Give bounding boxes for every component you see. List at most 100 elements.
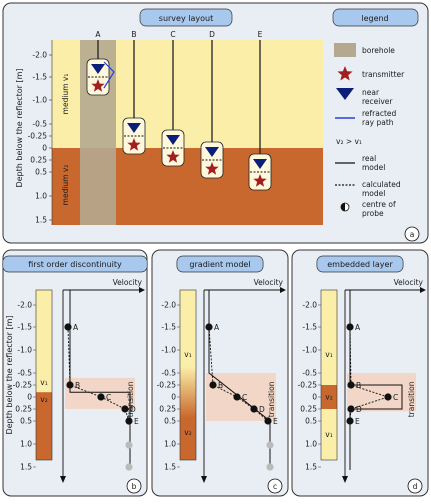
probe-point — [346, 417, 354, 425]
y-tick-label: 1.5 — [305, 463, 317, 472]
y-tick-label: 1.0 — [305, 440, 317, 449]
y-tick-label: -2.0 — [17, 301, 32, 310]
medium-2-label: medium v₂ — [61, 165, 70, 206]
probe-point — [121, 405, 129, 413]
borehole-e: E — [248, 30, 272, 191]
y-tick-label-a: -2.0 — [32, 51, 47, 60]
v1-label: v₁ — [325, 350, 332, 359]
y-tick-label: -0.5 — [161, 369, 176, 378]
transmitter-icon — [253, 174, 267, 187]
calculated-model-line — [349, 326, 390, 422]
point-label: D — [130, 405, 136, 414]
panel-letter-a: a — [410, 230, 415, 239]
probe — [161, 129, 185, 167]
y-tick-label: 1.0 — [164, 440, 176, 449]
medium-1-label: medium v₁ — [61, 74, 70, 115]
panel-letter-circle — [267, 478, 283, 494]
y-tick-label: -0.25 — [13, 381, 33, 390]
v2-label: v₂ — [184, 428, 191, 437]
panel-title-box — [2, 255, 148, 273]
y-tick-label: 0.25 — [15, 405, 32, 414]
receiver-icon — [127, 123, 141, 133]
panel-letter-circle — [126, 478, 142, 494]
point-label: A — [355, 323, 361, 332]
y-tick-label: -0.5 — [302, 369, 317, 378]
panel-letter: d — [413, 482, 418, 491]
y-tick-label-a: 1.0 — [35, 192, 47, 201]
real-model-line — [69, 290, 131, 470]
probe-point — [346, 323, 354, 331]
panel-letter-a-circle — [404, 226, 420, 242]
receiver-icon — [253, 159, 267, 169]
y-tick-label: 0.25 — [159, 405, 176, 414]
y-tick-label-a: 1.5 — [35, 216, 47, 225]
y-tick-label-a: 0 — [42, 144, 47, 153]
transition-zone — [65, 377, 135, 409]
y-tick-label-a: -0.5 — [32, 120, 47, 129]
inactive-point — [266, 463, 274, 471]
panel-letter: b — [132, 482, 137, 491]
probe-point — [233, 393, 241, 401]
legend: borehole transmitter near receiver refrac… — [334, 43, 405, 218]
probe-point — [347, 381, 355, 389]
y-tick-label: -0.25 — [157, 381, 177, 390]
panel-title-box — [176, 255, 264, 273]
probe-point — [264, 417, 272, 425]
borehole-label: B — [131, 30, 136, 39]
probe — [200, 141, 224, 179]
probe-point — [205, 323, 213, 331]
transmitter-icon — [166, 150, 180, 163]
y-tick-label: -1.5 — [17, 323, 32, 332]
probe-point — [209, 381, 217, 389]
y-axis-label-a: Depth below the reflector [m] — [15, 68, 24, 187]
point-label: D — [356, 405, 362, 414]
panel-title: first order discontinuity — [28, 260, 122, 269]
panel-c: gradient model v₁ v₂ -2.0 -1.5 -1.0 -0.5 -0.25 0… — [151, 249, 289, 497]
y-tick-label: 0 — [171, 393, 176, 402]
panel-letter: c — [273, 482, 277, 491]
probe-point — [66, 381, 74, 389]
y-tick-label: -2.0 — [161, 301, 176, 310]
legend-ray: refracted ray path — [362, 109, 397, 127]
point-label: E — [273, 417, 278, 426]
probe — [248, 153, 272, 191]
v3-label: v₁ — [325, 430, 332, 439]
receiver-icon — [336, 88, 354, 100]
y-tick-label: -1.0 — [17, 346, 32, 355]
y-tick-label: 0 — [27, 393, 32, 402]
transition-label: transition — [267, 381, 276, 417]
panel-title: gradient model — [189, 260, 250, 269]
point-label: B — [356, 381, 361, 390]
y-tick-label: -1.0 — [161, 346, 176, 355]
borehole-b: B — [122, 30, 146, 155]
inactive-point — [125, 441, 133, 449]
boreholes: A B C D E — [86, 30, 272, 191]
y-tick-label-a: 0.25 — [30, 156, 47, 165]
legend-relation: v₂ > v₁ — [336, 137, 362, 146]
y-ticks-a: -2.0 -1.5 -1.0 -0.5 -0.25 0 0.25 0.5 1.0 1.5 — [28, 40, 53, 225]
legend-title: legend — [361, 14, 388, 23]
point-label: B — [218, 381, 223, 390]
panel-title-box — [316, 255, 404, 273]
legend-centre: centre of probe — [362, 200, 396, 218]
probe-point — [125, 417, 133, 425]
y-tick-label: -2.0 — [302, 301, 317, 310]
transition-zone — [206, 373, 276, 421]
borehole-label: E — [258, 30, 263, 39]
legend-receiver: near receiver — [362, 88, 393, 106]
point-label: D — [259, 405, 265, 414]
receiver-icon — [91, 64, 105, 74]
legend-transmitter: transmitter — [362, 70, 405, 79]
legend-calc: calculated model — [362, 180, 401, 198]
y-tick-label: 1.5 — [20, 463, 32, 472]
y-tick-label: 0.5 — [20, 417, 32, 426]
transition-zone — [347, 373, 416, 412]
point-label: B — [75, 381, 80, 390]
point-label: A — [214, 323, 220, 332]
borehole-label: D — [209, 30, 215, 39]
transition-label: transition — [407, 381, 416, 417]
y-axis-label-bottom: Depth below the reflector [m] — [5, 315, 14, 434]
inactive-point — [266, 441, 274, 449]
inactive-point — [125, 463, 133, 471]
